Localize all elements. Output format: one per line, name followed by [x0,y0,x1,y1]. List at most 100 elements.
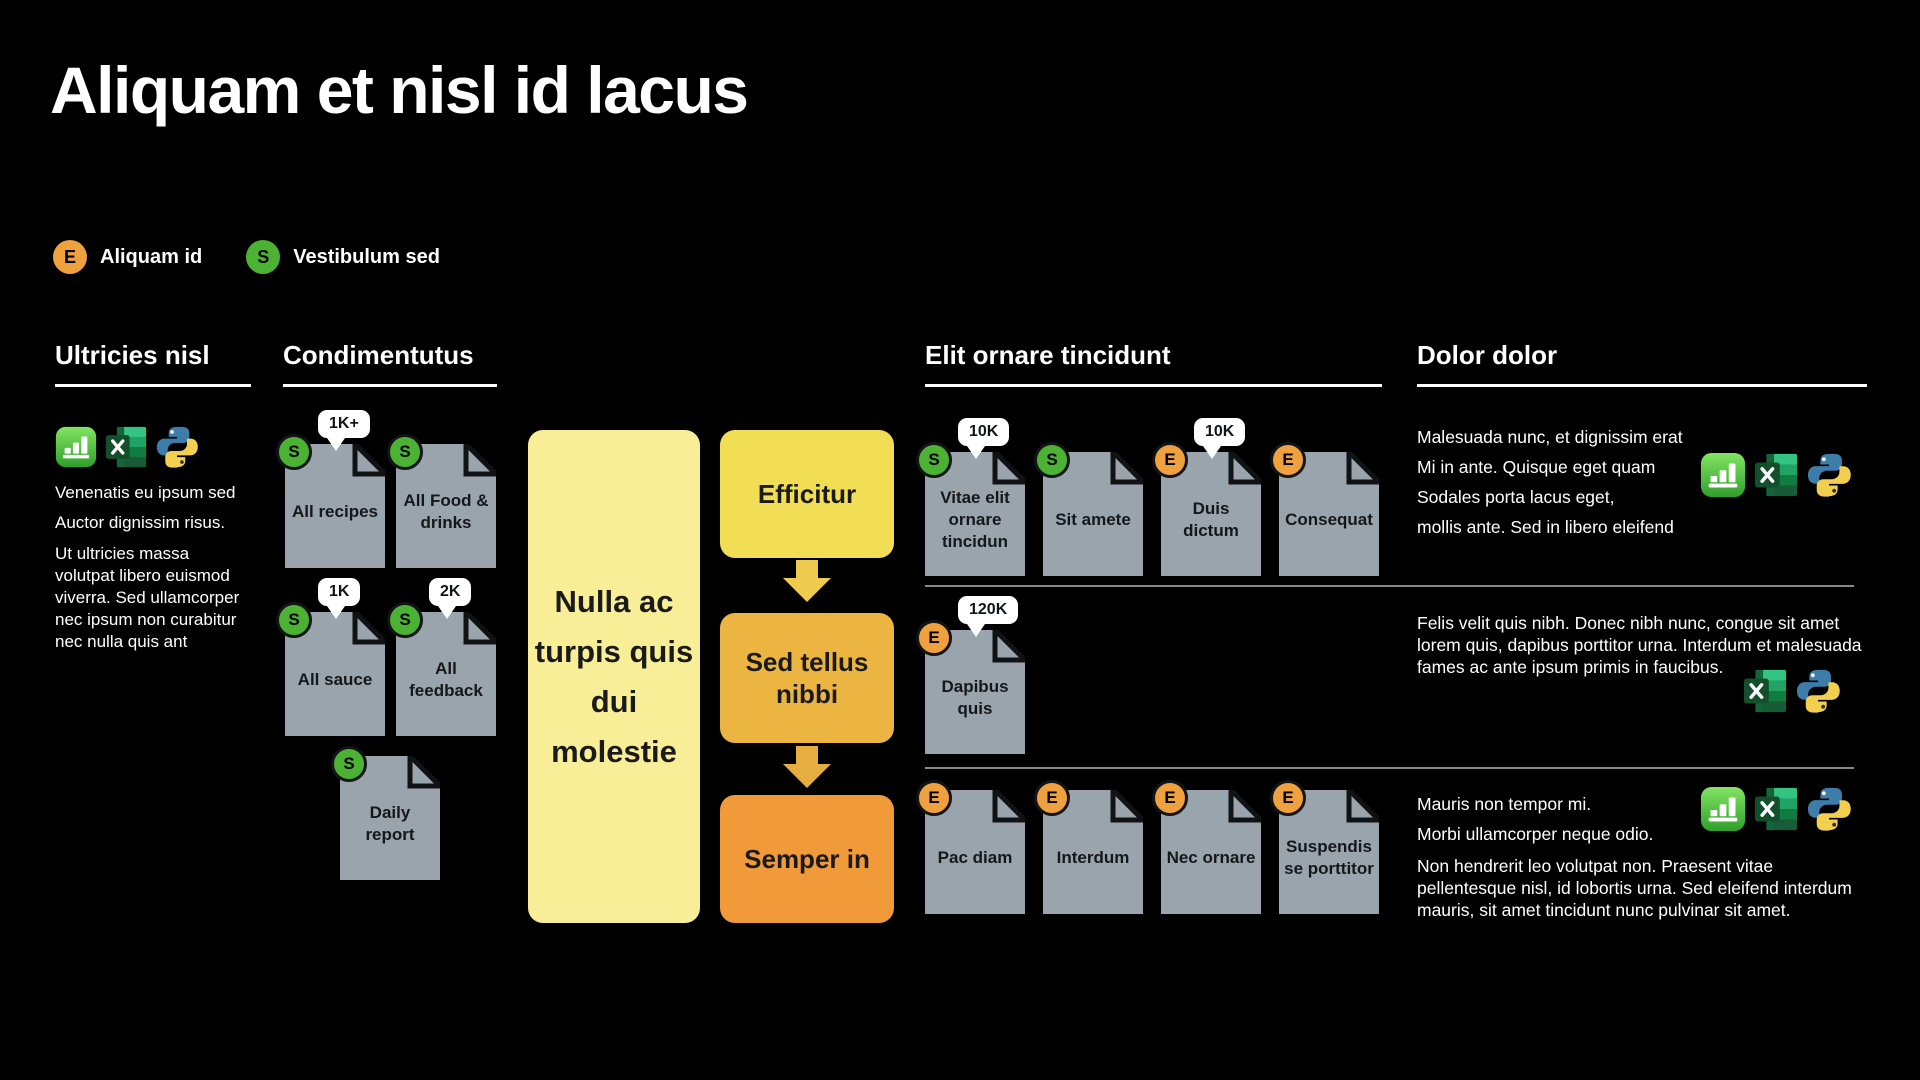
doc-label: Vitae elit ornare tincidun [940,488,1010,551]
doc-nec-ornare: Nec ornare E [1152,780,1261,914]
python-icon [1795,668,1841,714]
flow-step-semper-in: Semper in [720,795,894,923]
badge-e-icon: E [1270,780,1306,816]
doc-interdum: Interdum E [1034,780,1143,914]
arrow-down-icon [783,746,831,788]
doc-label: Pac diam [937,848,1013,868]
text-line: Morbi ullamcorper neque odio. [1417,824,1654,844]
doc-daily-report: Daily report S [331,746,440,880]
badge-e-icon: E [1270,442,1306,478]
flow-step-sed-tellus: Sed tellus nibbi [720,613,894,743]
doc-label: Daily report [365,803,415,844]
text-line: Sodales porta lacus eget, [1417,487,1615,507]
doc-label: Dapibus quis [941,677,1009,718]
doc-sit-amete: Sit amete S [1034,442,1143,576]
doc-label: Interdum [1056,848,1130,868]
count-bubble: 2K [429,578,472,619]
numbers-app-icon [55,426,97,468]
document-icon [1161,452,1261,576]
arrow-down-icon [783,560,831,602]
flow-step-efficitur: Efficitur [720,430,894,558]
text-paragraph: Ut ultricies massa volutpat libero euism… [55,544,240,651]
dolor-block-2-icons [1742,668,1841,714]
row-divider [925,767,1854,769]
count-bubble: 10K [1194,418,1246,459]
dolor-block-3-icons [1700,786,1852,832]
document-icon [1043,790,1143,914]
header-condimentutus: Condimentutus [283,340,497,387]
flow-main-line: dui [590,683,638,719]
document-icon [1279,452,1379,576]
excel-icon [1753,786,1799,832]
excel-icon [1742,668,1788,714]
excel-icon [104,425,148,469]
text-paragraph: Non hendrerit leo volutpat non. Praesent… [1417,856,1852,920]
dolor-block-3-text: Mauris non tempor mi. Morbi ullamcorper … [1417,795,1867,921]
badge-e-icon: E [1034,780,1070,816]
document-icon [285,444,385,568]
header-dolor: Dolor dolor [1417,340,1867,387]
page-title: Aliquam et nisl id lacus [50,53,749,127]
text-line: Auctor dignissim risus. [55,513,226,532]
doc-label: All recipes [292,502,378,522]
python-icon [155,425,199,469]
ultricies-tool-icons [55,425,199,469]
text-paragraph: Felis velit quis nibh. Donec nibh nunc, … [1417,613,1862,677]
e-marker-icon: E [53,240,87,274]
python-icon [1806,786,1852,832]
doc-dapibus-quis: Dapibus quis E 120K [916,596,1025,754]
flow-main-line: Nulla ac [554,583,674,619]
legend-label: Aliquam id [100,245,203,268]
dolor-block-2-text: Felis velit quis nibh. Donec nibh nunc, … [1417,612,1862,678]
badge-s-icon: S [387,434,423,470]
legend-item-s: S Vestibulum sed [246,240,440,274]
dolor-block-1-icons [1700,452,1852,498]
doc-label: Consequat [1285,510,1373,530]
badge-s-icon: S [387,602,423,638]
excel-icon [1753,452,1799,498]
document-icon [340,756,440,880]
doc-all-food-drinks: All Food & drinks S [387,434,496,568]
document-icon [925,630,1025,754]
doc-suspendisse-porttitor: Suspendisse porttitor E [1270,780,1379,914]
dolor-block-1-text: Malesuada nunc, et dignissim erat Mi in … [1417,428,1697,548]
legend-label: Vestibulum sed [293,245,440,268]
text-line: Mauris non tempor mi. [1417,794,1592,814]
s-marker-icon: S [246,240,281,274]
legend-item-e: E Aliquam id [53,240,202,274]
python-icon [1806,452,1852,498]
header-elit: Elit ornare tincidunt [925,340,1382,387]
count-bubble: 1K+ [318,410,370,451]
document-icon [1043,452,1143,576]
doc-label: All Food & drinks [403,491,489,532]
badge-s-icon: S [331,746,367,782]
document-icon [925,452,1025,576]
document-icon [396,444,496,568]
flow-main-line: molestie [551,733,677,769]
badge-s-icon: S [276,434,312,470]
badge-e-icon: E [916,780,952,816]
document-icon [1279,790,1379,914]
text-line: mollis ante. Sed in libero eleifend [1417,517,1674,537]
numbers-app-icon [1700,452,1746,498]
doc-all-feedback: All feedback S 2K [387,578,496,736]
badge-e-icon: E [1152,780,1188,816]
badge-e-icon: E [916,620,952,656]
doc-label: All feedback [409,659,483,700]
numbers-app-icon [1700,786,1746,832]
flow-main-box: Nulla ac turpis quis dui molestie [528,430,700,923]
count-bubble: 10K [958,418,1010,459]
doc-label: All sauce [297,670,373,690]
badge-s-icon: S [276,602,312,638]
text-line: Mi in ante. Quisque eget quam [1417,457,1656,477]
document-icon [396,612,496,736]
count-bubble: 120K [958,596,1019,637]
doc-label: Nec ornare [1166,848,1256,868]
ultricies-text: Venenatis eu ipsum sed Auctor dignissim … [55,483,251,653]
badge-s-icon: S [1034,442,1070,478]
header-ultricies: Ultricies nisl [55,340,251,387]
doc-duis-dictum: Duis dictum E 10K [1152,418,1261,576]
document-icon [285,612,385,736]
badge-e-icon: E [1152,442,1188,478]
